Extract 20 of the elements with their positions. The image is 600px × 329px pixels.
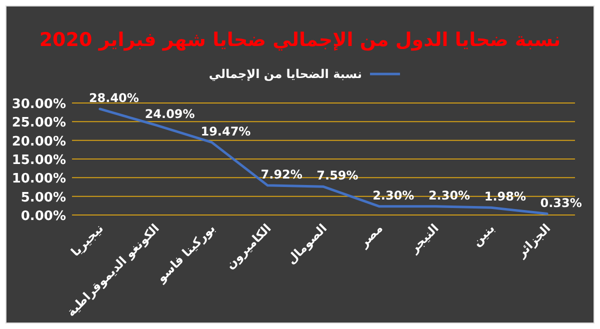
x-tick-label: نيجيريا — [68, 221, 106, 260]
chart-title: نسبة ضحايا الدول من الإجمالي ضحايا شهر فبراير 2020 — [39, 29, 561, 51]
y-tick-label: 15.00% — [12, 153, 66, 168]
x-tick-label: مصر — [356, 221, 386, 251]
y-tick-label: 0.00% — [20, 209, 66, 224]
x-tick-label: بنين — [470, 221, 498, 249]
data-label: 28.40% — [88, 90, 139, 105]
y-tick-label: 20.00% — [12, 134, 66, 150]
y-tick-label: 30.00% — [12, 97, 66, 112]
x-tick-label: الكاميرون — [223, 221, 274, 272]
y-tick-label: 10.00% — [12, 172, 66, 187]
x-tick-label: الصومال — [284, 221, 330, 267]
data-label: 0.33% — [540, 196, 582, 210]
data-label: 19.47% — [200, 124, 251, 138]
y-tick-label: 25.00% — [12, 116, 66, 131]
data-label: 24.09% — [144, 107, 195, 122]
y-tick-label: 5.00% — [20, 190, 66, 206]
x-tick-label: النيجر — [406, 221, 442, 256]
x-tick-label: الجزائر — [514, 221, 554, 261]
legend-label: نسبة الضحايا من الإجمالي — [208, 67, 362, 81]
